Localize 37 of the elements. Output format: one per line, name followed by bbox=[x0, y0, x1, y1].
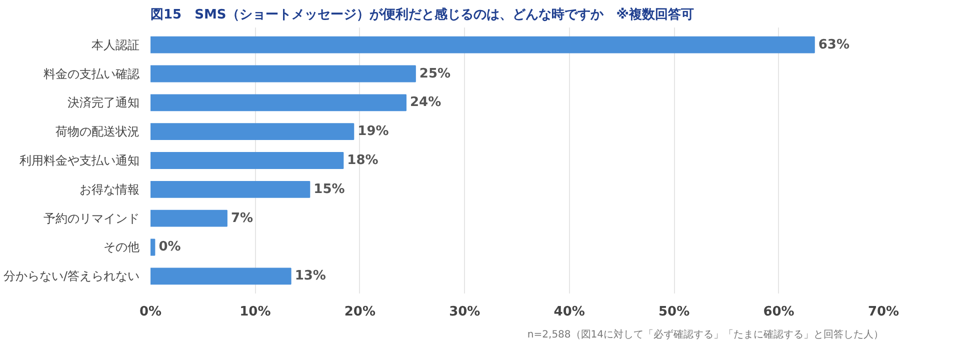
data-label: 15% bbox=[314, 182, 345, 197]
x-tick-label: 20% bbox=[344, 304, 376, 320]
text: n=2,588（図14に対して「必ず確認する」「たまに確認する」と回答した人） bbox=[527, 328, 884, 340]
bar bbox=[150, 123, 354, 140]
data-label: 7% bbox=[230, 210, 254, 226]
bar bbox=[150, 152, 344, 169]
y-tick-label: その他 bbox=[104, 240, 140, 254]
x-tick-label: 0% bbox=[139, 304, 162, 320]
bar bbox=[150, 210, 228, 227]
x-tick-label: 40% bbox=[554, 304, 585, 320]
y-tick-label: 本人認証 bbox=[92, 38, 140, 52]
x-tick-label: 30% bbox=[449, 304, 480, 320]
x-tick-label: 50% bbox=[658, 304, 690, 320]
bar bbox=[150, 94, 407, 112]
y-tick-label: 分からない/答えられない bbox=[3, 269, 140, 284]
y-tick-label: 料金の支払い確認 bbox=[44, 66, 140, 81]
data-label: 25% bbox=[419, 66, 451, 82]
bar bbox=[150, 65, 416, 82]
data-label: 0% bbox=[158, 240, 181, 255]
bar bbox=[150, 268, 292, 285]
data-label: 19% bbox=[358, 124, 389, 140]
data-label: 63% bbox=[818, 37, 850, 52]
y-tick-label: 荷物の配送状況 bbox=[56, 124, 140, 139]
bar bbox=[150, 238, 156, 256]
y-tick-label: お得な情報 bbox=[80, 182, 140, 196]
bar bbox=[150, 180, 310, 198]
x-tick-label: 10% bbox=[240, 304, 271, 320]
data-label: 18% bbox=[347, 153, 378, 168]
data-label: 13% bbox=[294, 268, 326, 284]
y-tick-label: 利用料金や支払い通知 bbox=[20, 154, 140, 168]
y-tick-label: 予約のリマインド bbox=[44, 211, 140, 226]
bar bbox=[150, 36, 815, 54]
x-tick-label: 70% bbox=[868, 304, 900, 320]
chart-title: 図15 SMS（ショートメッセージ）が便利だと感じるのは、どんな時ですか ※複数回答可 bbox=[150, 6, 694, 22]
y-tick-label: 決済完了通知 bbox=[68, 96, 140, 110]
x-tick-label: 60% bbox=[763, 304, 794, 320]
data-label: 24% bbox=[410, 95, 442, 110]
